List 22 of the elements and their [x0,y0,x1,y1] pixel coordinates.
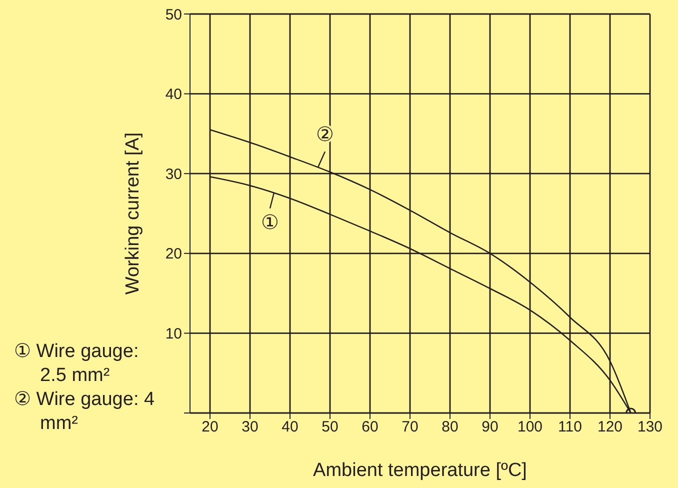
x-tick-label: 130 [637,418,663,436]
y-tick-label: 50 [165,6,182,24]
x-tick-label: 50 [322,418,338,436]
x-tick-label: 40 [282,418,298,436]
x-tick-label: 120 [597,418,623,436]
x-tick-label: 30 [242,418,258,436]
text: ② Wire gauge: 4 mm² [14,388,156,436]
x-tick-label: 110 [558,418,582,436]
x-axis-title: Ambient temperature [ºC] [313,460,527,481]
x-tick-label: 20 [202,418,218,436]
text: ① Wire gauge: 2.5 mm² [14,340,140,388]
x-tick-label: 60 [362,418,378,436]
y-tick-label: 30 [165,166,182,183]
y-tick-label: 40 [165,86,182,104]
x-tick-label: 70 [402,418,418,436]
x-tick-label: 90 [482,418,498,436]
annotation: ① [261,210,279,234]
x-tick-label: 80 [442,418,458,436]
x-tick-label: 100 [517,418,543,436]
y-tick-label: 20 [165,246,182,263]
y-tick-label: 10 [165,326,182,343]
y-axis-title: Working current [A] [122,132,144,295]
